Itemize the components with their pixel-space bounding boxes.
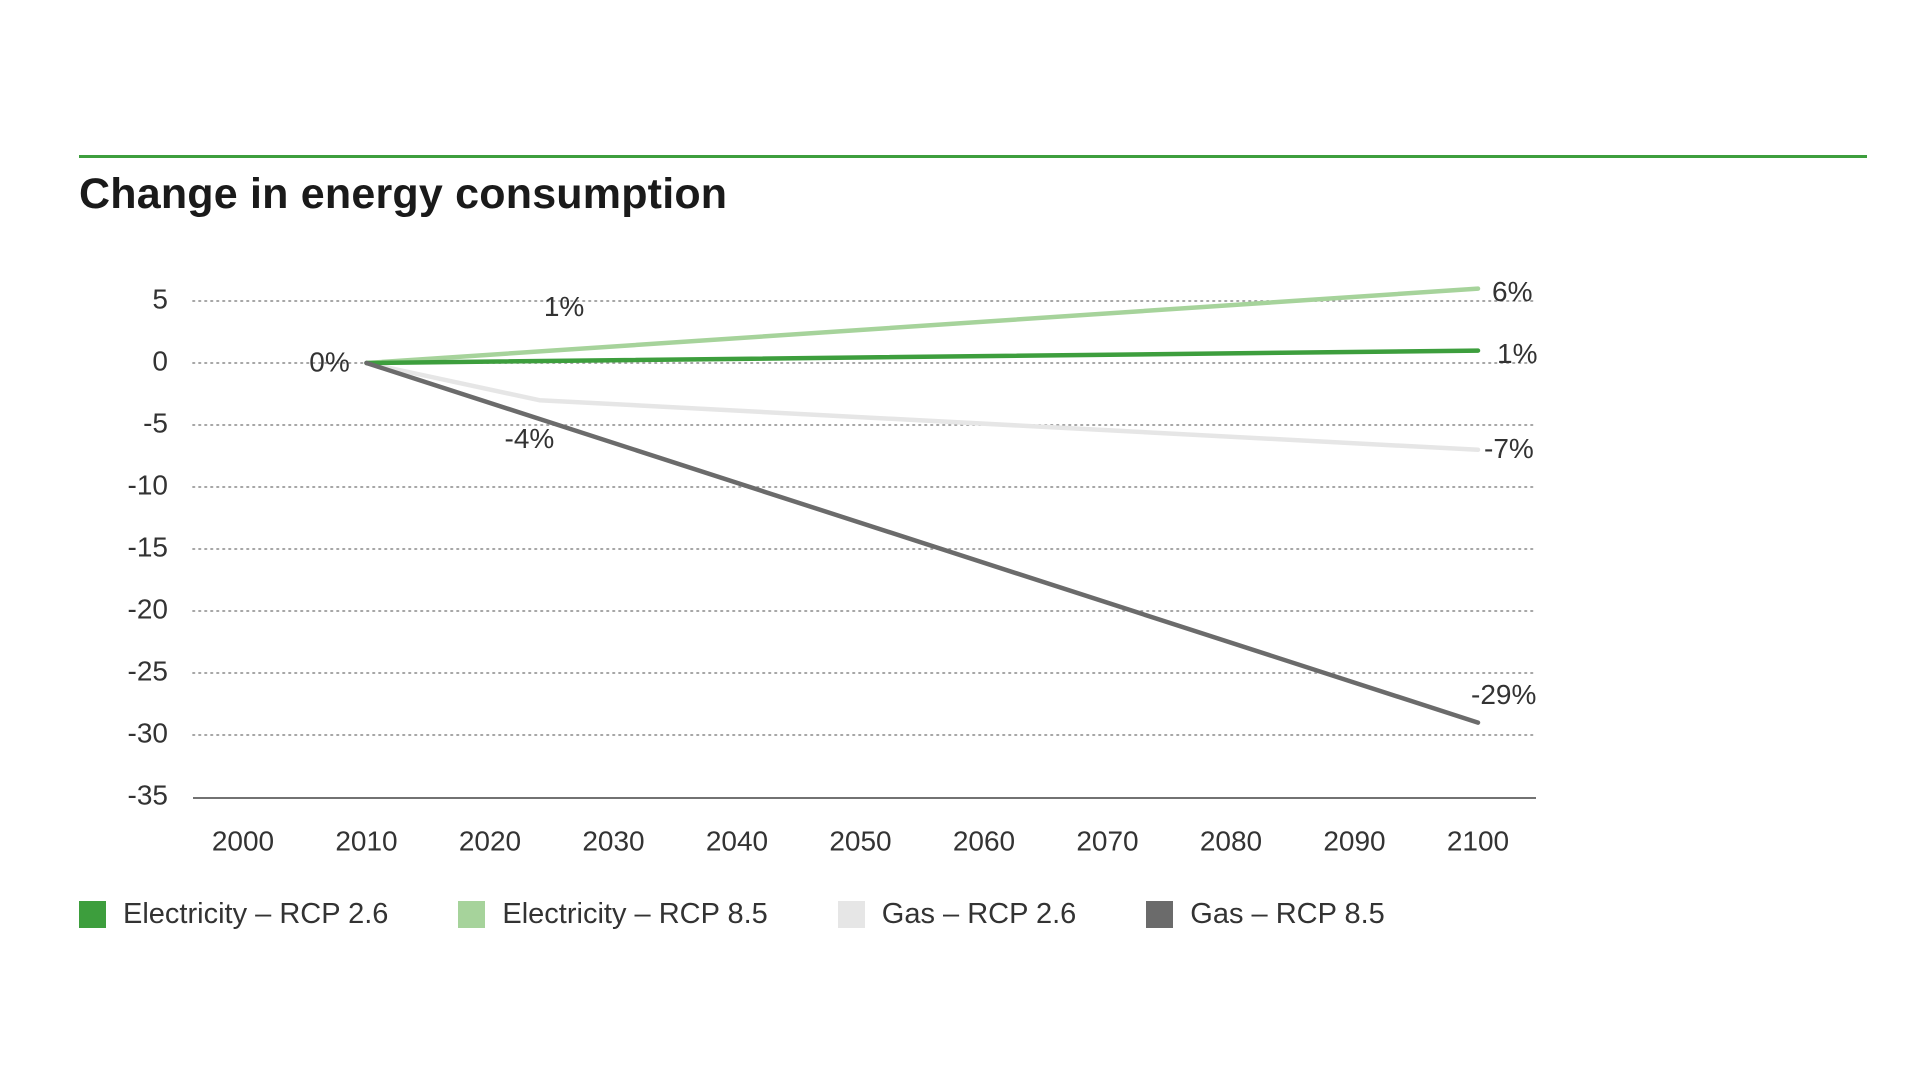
legend-swatch bbox=[1146, 901, 1174, 928]
data-label: -7% bbox=[1484, 433, 1534, 464]
x-tick-label: 2010 bbox=[335, 825, 397, 856]
legend-label: Gas – RCP 2.6 bbox=[881, 898, 1077, 930]
y-tick-label: 5 bbox=[152, 283, 168, 314]
legend-label: Electricity – RCP 8.5 bbox=[502, 898, 768, 930]
legend-item: Gas – RCP 8.5 bbox=[1146, 898, 1385, 931]
y-tick-label: -30 bbox=[128, 717, 168, 748]
legend-swatch bbox=[79, 901, 106, 928]
series-line bbox=[364, 286, 1481, 366]
x-tick-label: 2050 bbox=[829, 825, 891, 856]
data-label: 1% bbox=[544, 291, 584, 322]
x-tick-label: 2070 bbox=[1076, 825, 1138, 856]
x-tick-label: 2100 bbox=[1447, 825, 1509, 856]
y-tick-label: -5 bbox=[143, 407, 168, 438]
series-line bbox=[364, 348, 1481, 366]
legend-item: Gas – RCP 2.6 bbox=[837, 898, 1077, 931]
series-line bbox=[364, 360, 1481, 453]
x-tick-label: 2040 bbox=[706, 825, 768, 856]
data-label: 1% bbox=[1497, 338, 1537, 369]
chart-title: Change in energy consumption bbox=[79, 170, 728, 218]
data-label: -29% bbox=[1471, 679, 1536, 710]
x-tick-label: 2060 bbox=[953, 825, 1015, 856]
legend-label: Gas – RCP 8.5 bbox=[1190, 898, 1385, 930]
x-tick-label: 2090 bbox=[1323, 825, 1385, 856]
legend-item: Electricity – RCP 2.6 bbox=[79, 898, 388, 931]
y-tick-label: -10 bbox=[128, 469, 168, 500]
legend-label: Electricity – RCP 2.6 bbox=[123, 898, 389, 930]
y-tick-label: -15 bbox=[128, 531, 168, 562]
x-tick-label: 2000 bbox=[212, 825, 274, 856]
x-axis-ticks: 2000 2010 2020 2030 2040 2050 2060 2070 2080 2090… bbox=[212, 825, 1509, 856]
y-axis-ticks: 5 0 -5 -10 -15 -20 -25 -30 -35 bbox=[128, 283, 168, 810]
y-tick-label: -35 bbox=[128, 779, 168, 810]
data-label: 0% bbox=[309, 346, 349, 377]
series-lines bbox=[364, 286, 1481, 725]
series-line bbox=[364, 360, 1481, 725]
legend-swatch bbox=[458, 901, 486, 928]
x-tick-label: 2030 bbox=[582, 825, 644, 856]
y-tick-label: 0 bbox=[152, 345, 168, 376]
data-label: -4% bbox=[505, 423, 555, 454]
chart-legend: Electricity – RCP 2.6 Electricity – RCP 8… bbox=[79, 898, 1455, 931]
y-tick-label: -25 bbox=[128, 655, 168, 686]
grid-lines bbox=[192, 300, 1537, 799]
data-label: 6% bbox=[1492, 276, 1532, 307]
y-tick-label: -20 bbox=[128, 593, 168, 624]
title-rule bbox=[79, 155, 1867, 158]
x-tick-label: 2080 bbox=[1200, 825, 1262, 856]
data-labels: 0% 1% -4% 6% 1% -7% -29% bbox=[309, 276, 1537, 710]
legend-swatch bbox=[837, 901, 865, 928]
legend-item: Electricity – RCP 8.5 bbox=[458, 898, 768, 931]
x-tick-label: 2020 bbox=[459, 825, 521, 856]
